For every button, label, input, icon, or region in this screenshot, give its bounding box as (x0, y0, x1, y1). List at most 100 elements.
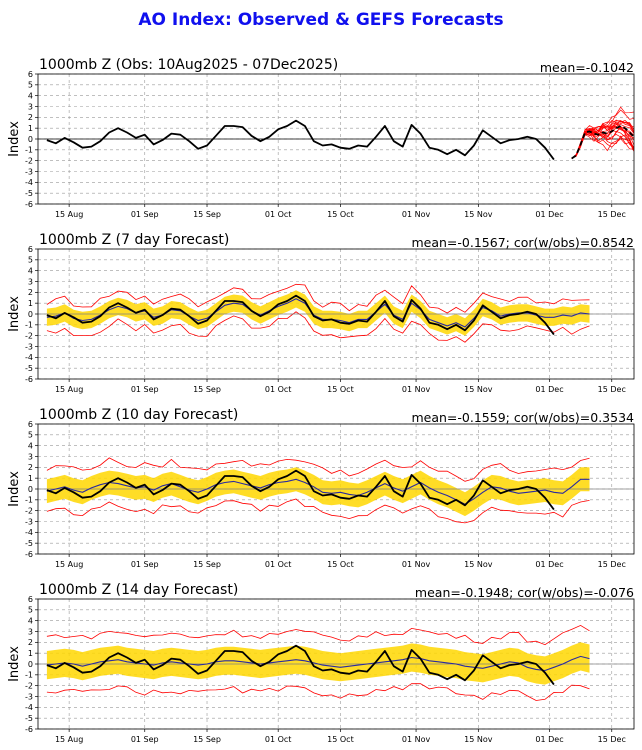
envelope-max-line (46, 624, 590, 646)
x-tick-label: 15 Dec (598, 210, 626, 219)
panel-stats: mean=-0.1567; cor(w/obs)=0.8542 (411, 235, 634, 250)
observed-line (46, 469, 555, 511)
y-tick-label: -6 (25, 725, 33, 734)
y-tick-label: -5 (25, 539, 33, 548)
x-tick-label: 15 Dec (598, 735, 626, 744)
x-tick-label: 01 Oct (265, 385, 292, 394)
panel-title: 1000mb Z (7 day Forecast) (39, 232, 230, 248)
plot-area (38, 457, 634, 524)
y-tick-label: 3 (28, 452, 33, 461)
y-tick-label: -3 (25, 167, 33, 176)
y-tick-label: -1 (25, 671, 33, 680)
y-tick-label: -2 (25, 506, 33, 515)
y-axis-label: Index (7, 646, 22, 682)
x-tick-label: 15 Sep (193, 560, 221, 569)
panel-stats: mean=-0.1559; cor(w/obs)=0.3534 (411, 410, 634, 425)
x-tick-label: 15 Oct (327, 210, 354, 219)
ensemble-mean-line (571, 124, 634, 160)
y-tick-label: 2 (28, 113, 33, 122)
y-tick-label: 5 (28, 256, 33, 265)
y-tick-label: 5 (28, 606, 33, 615)
x-tick-label: 01 Dec (535, 385, 563, 394)
x-tick-label: 01 Oct (265, 560, 292, 569)
y-tick-label: -6 (25, 550, 33, 559)
y-tick-label: 0 (28, 485, 33, 494)
x-tick-label: 15 Sep (193, 210, 221, 219)
ensemble-member-line (571, 123, 634, 159)
envelope-min-line (46, 683, 590, 701)
envelope-min-line (46, 498, 590, 524)
y-axis-label: Index (7, 471, 22, 507)
y-tick-label: 2 (28, 638, 33, 647)
x-tick-label: 01 Nov (402, 210, 431, 219)
y-tick-label: 5 (28, 81, 33, 90)
y-tick-label: -6 (25, 200, 33, 209)
x-tick-label: 01 Oct (265, 735, 292, 744)
y-tick-label: 6 (28, 595, 33, 604)
y-tick-label: 1 (28, 649, 33, 658)
y-tick-label: 6 (28, 70, 33, 79)
y-tick-label: -5 (25, 364, 33, 373)
spread-band (46, 467, 590, 517)
observed-line (46, 294, 555, 336)
y-tick-label: 2 (28, 463, 33, 472)
y-tick-label: 2 (28, 288, 33, 297)
y-tick-label: 4 (28, 616, 33, 625)
x-tick-label: 15 Sep (193, 385, 221, 394)
x-tick-label: 01 Oct (265, 210, 292, 219)
envelope-max-line (46, 283, 590, 314)
panel-title: 1000mb Z (14 day Forecast) (39, 582, 239, 598)
x-tick-label: 01 Dec (535, 210, 563, 219)
y-tick-label: -1 (25, 146, 33, 155)
y-tick-label: 1 (28, 474, 33, 483)
y-tick-label: -4 (25, 353, 33, 362)
gridlines (38, 598, 634, 730)
x-tick-label: 01 Dec (535, 560, 563, 569)
x-tick-label: 01 Sep (131, 560, 159, 569)
gridlines (38, 423, 634, 555)
x-tick-label: 15 Dec (598, 385, 626, 394)
y-tick-label: -3 (25, 517, 33, 526)
x-tick-label: 01 Sep (131, 210, 159, 219)
plot-area (38, 624, 634, 701)
y-tick-label: -4 (25, 528, 33, 537)
y-tick-label: 3 (28, 277, 33, 286)
chart-main-title: AO Index: Observed & GEFS Forecasts (138, 10, 504, 30)
y-tick-label: 0 (28, 310, 33, 319)
y-tick-label: 6 (28, 245, 33, 254)
y-tick-label: -1 (25, 496, 33, 505)
x-tick-label: 15 Nov (464, 560, 493, 569)
y-tick-label: -6 (25, 375, 33, 384)
x-tick-label: 01 Sep (131, 385, 159, 394)
y-tick-label: 4 (28, 91, 33, 100)
y-axis-label: Index (7, 296, 22, 332)
x-tick-label: 15 Aug (55, 560, 83, 569)
observed-line (46, 119, 555, 161)
y-tick-label: -2 (25, 681, 33, 690)
y-tick-label: 4 (28, 266, 33, 275)
envelope-min-line (46, 311, 590, 343)
y-tick-label: 4 (28, 441, 33, 450)
y-tick-label: 0 (28, 135, 33, 144)
y-tick-label: -2 (25, 156, 33, 165)
y-tick-label: -2 (25, 331, 33, 340)
x-tick-label: 01 Nov (402, 735, 431, 744)
y-tick-label: 3 (28, 102, 33, 111)
x-tick-label: 15 Oct (327, 385, 354, 394)
y-tick-label: -3 (25, 692, 33, 701)
x-tick-label: 01 Dec (535, 735, 563, 744)
ensemble-member-line (571, 121, 634, 159)
gridlines (38, 248, 634, 380)
y-tick-label: 5 (28, 431, 33, 440)
panel-stats: mean=-0.1948; cor(w/obs)=-0.076 (414, 585, 634, 600)
x-tick-label: 01 Sep (131, 735, 159, 744)
x-tick-label: 15 Nov (464, 210, 493, 219)
y-tick-label: 6 (28, 420, 33, 429)
observed-line (46, 644, 555, 686)
y-tick-label: -3 (25, 342, 33, 351)
x-tick-label: 01 Nov (402, 385, 431, 394)
x-tick-label: 15 Oct (327, 560, 354, 569)
